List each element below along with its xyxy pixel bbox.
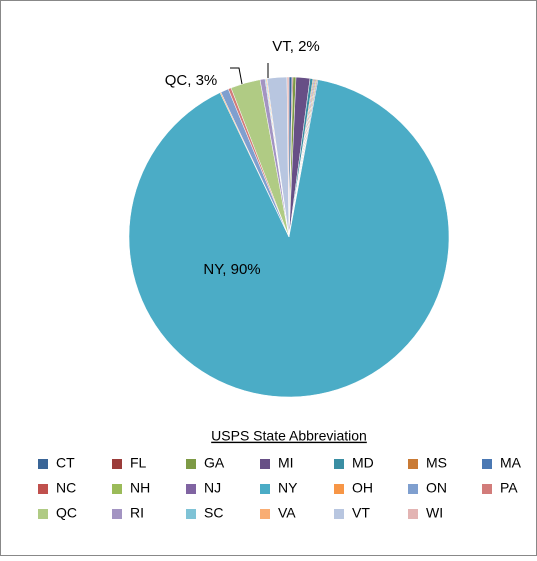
legend-swatch <box>112 459 122 469</box>
legend-swatch <box>482 459 492 469</box>
legend-label: MS <box>426 455 447 471</box>
legend-label: MI <box>278 455 294 471</box>
legend-swatch <box>38 484 48 494</box>
legend-label: NJ <box>204 480 221 496</box>
legend-swatch <box>260 459 270 469</box>
legend-label: OH <box>352 480 373 496</box>
data-label: QC, 3% <box>165 72 218 89</box>
pie-slice <box>286 76 290 238</box>
legend-swatch <box>334 509 344 519</box>
legend-label: QC <box>56 505 77 521</box>
legend-swatch <box>186 509 196 519</box>
legend-label: WI <box>426 505 443 521</box>
legend-swatch <box>186 459 196 469</box>
legend-swatch <box>482 484 492 494</box>
legend-label: NC <box>56 480 76 496</box>
legend-swatch <box>408 459 418 469</box>
data-label: NY, 90% <box>203 261 260 278</box>
legend-label: PA <box>500 480 518 496</box>
legend-label: RI <box>130 505 144 521</box>
legend-label: VA <box>278 505 296 521</box>
legend-swatch <box>334 459 344 469</box>
legend-title: USPS State Abbreviation <box>211 428 367 444</box>
legend-label: NH <box>130 480 150 496</box>
legend-label: ON <box>426 480 447 496</box>
legend-swatch <box>38 509 48 519</box>
legend-swatch <box>38 459 48 469</box>
legend-label: NY <box>278 480 298 496</box>
data-label: VT, 2% <box>272 38 320 55</box>
legend-label: SC <box>204 505 223 521</box>
leader-line <box>230 67 243 85</box>
legend-label: CT <box>56 455 75 471</box>
legend-swatch <box>408 484 418 494</box>
legend-swatch <box>186 484 196 494</box>
legend-label: FL <box>130 455 147 471</box>
legend-swatch <box>112 484 122 494</box>
legend-swatch <box>334 484 344 494</box>
legend-label: GA <box>204 455 225 471</box>
legend-label: VT <box>352 505 370 521</box>
legend-label: MD <box>352 455 374 471</box>
pie-slice <box>128 79 450 398</box>
legend-swatch <box>112 509 122 519</box>
legend-swatch <box>408 509 418 519</box>
legend-label: MA <box>500 455 522 471</box>
legend-swatch <box>260 509 270 519</box>
legend-swatch <box>260 484 270 494</box>
